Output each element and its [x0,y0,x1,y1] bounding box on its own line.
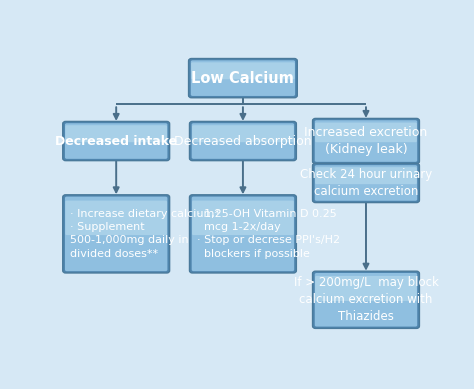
FancyBboxPatch shape [312,118,419,164]
FancyBboxPatch shape [65,196,167,271]
Text: Check 24 hour urinary
calcium excretion: Check 24 hour urinary calcium excretion [300,168,432,198]
FancyBboxPatch shape [63,121,170,161]
FancyBboxPatch shape [63,195,170,273]
Text: · 1,25-OH Vitamin D 0.25
  mcg 1-2x/day
· Stop or decrese PPI's/H2
  blockers if: · 1,25-OH Vitamin D 0.25 mcg 1-2x/day · … [197,209,340,259]
FancyBboxPatch shape [315,123,417,142]
FancyBboxPatch shape [315,167,417,184]
FancyBboxPatch shape [65,123,167,159]
Text: · Increase dietary calcium*
· Supplement
500-1,000mg daily in
divided doses**: · Increase dietary calcium* · Supplement… [70,209,220,259]
FancyBboxPatch shape [191,123,294,159]
FancyBboxPatch shape [312,271,419,328]
FancyBboxPatch shape [315,120,417,162]
FancyBboxPatch shape [315,276,417,301]
Text: Decreased absorption: Decreased absorption [174,135,312,147]
Text: Decreased intake: Decreased intake [55,135,177,147]
FancyBboxPatch shape [191,60,295,96]
FancyBboxPatch shape [192,125,294,142]
FancyBboxPatch shape [191,62,295,79]
Text: Increased excretion
(Kidney leak): Increased excretion (Kidney leak) [304,126,428,156]
FancyBboxPatch shape [190,195,296,273]
FancyBboxPatch shape [191,196,294,271]
FancyBboxPatch shape [192,201,294,235]
FancyBboxPatch shape [315,273,417,327]
FancyBboxPatch shape [65,125,167,142]
Text: If > 200mg/L  may block
calcium excretion with
Thiazides: If > 200mg/L may block calcium excretion… [293,276,438,323]
FancyBboxPatch shape [189,58,297,98]
FancyBboxPatch shape [312,163,419,203]
FancyBboxPatch shape [190,121,296,161]
FancyBboxPatch shape [65,201,167,235]
Text: Low Calcium: Low Calcium [191,71,294,86]
FancyBboxPatch shape [315,165,417,201]
